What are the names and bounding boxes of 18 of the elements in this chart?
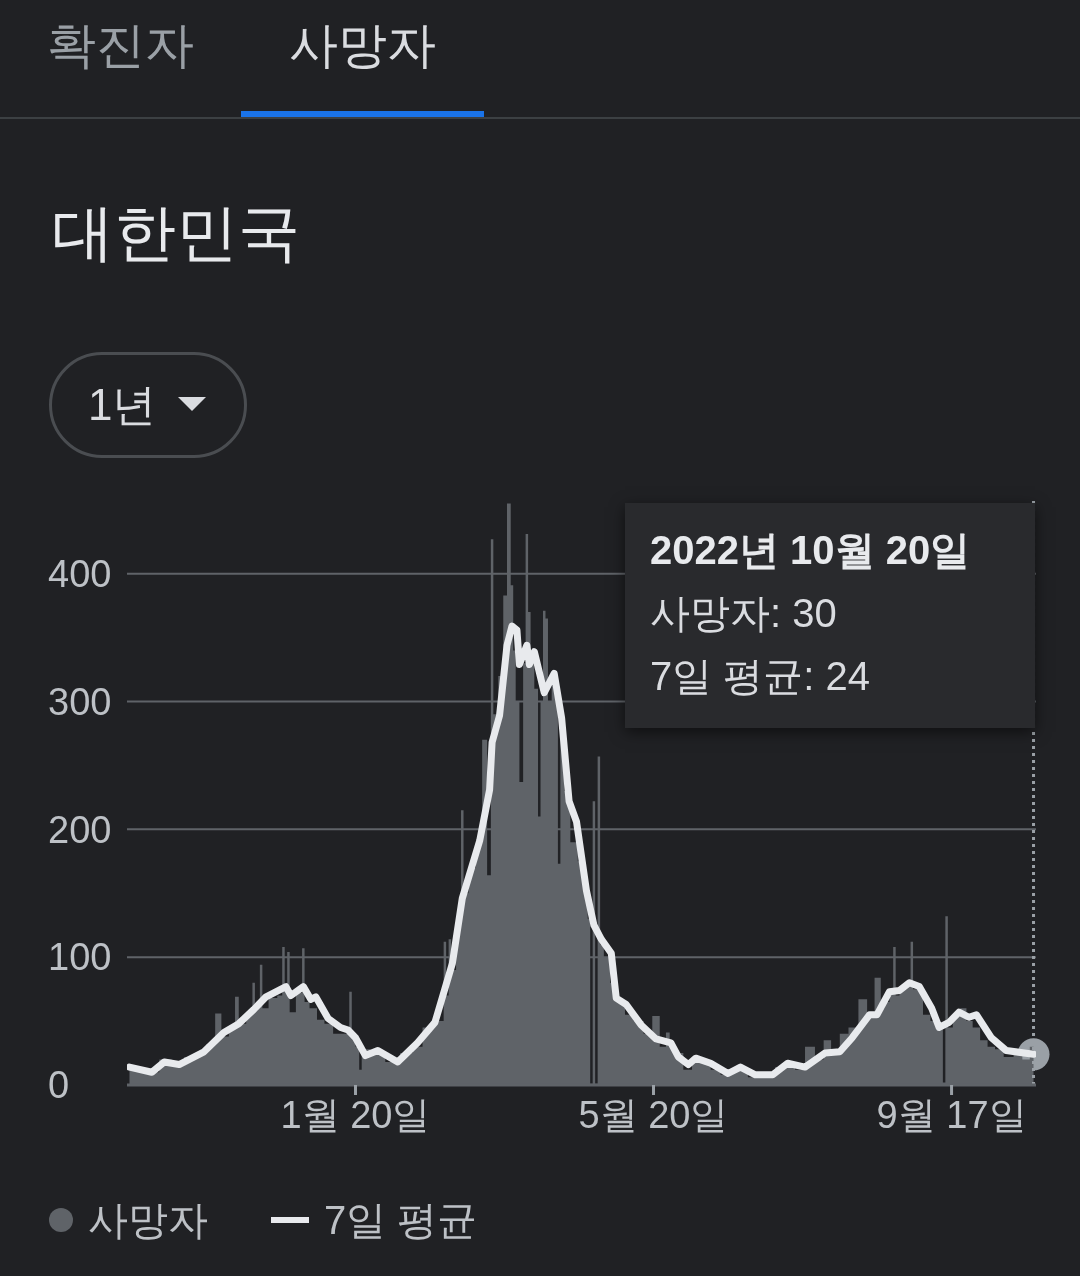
y-tick-label: 200 — [48, 808, 112, 851]
text: 확진자 — [47, 18, 194, 72]
x-tick-label: 5월 20일 — [578, 1093, 729, 1136]
chart-title: 대한민국 — [52, 197, 300, 269]
x-tick-label: 9월 17일 — [876, 1093, 1027, 1136]
y-tick-label: 400 — [48, 553, 112, 595]
period-dropdown: 1년 — [49, 352, 247, 458]
annotation: 사망자: 30 — [650, 590, 838, 637]
annotation: 7일 평균: 24 — [650, 653, 872, 700]
x-tick-label: 1월 20일 — [280, 1093, 431, 1136]
text: 사망자 — [289, 18, 436, 72]
y-tick-label: 300 — [48, 680, 112, 723]
legend-label: 7일 평균 — [324, 1197, 478, 1244]
legend-label: 사망자 — [88, 1197, 208, 1244]
tooltip-card: 2022년 10월 20일 사망자: 30 7일 평균: 24 — [625, 503, 1035, 728]
y-tick-label: 0 — [48, 1064, 70, 1107]
annotation: 2022년 10월 20일 — [650, 527, 972, 574]
y-tick-label: 100 — [48, 936, 112, 979]
